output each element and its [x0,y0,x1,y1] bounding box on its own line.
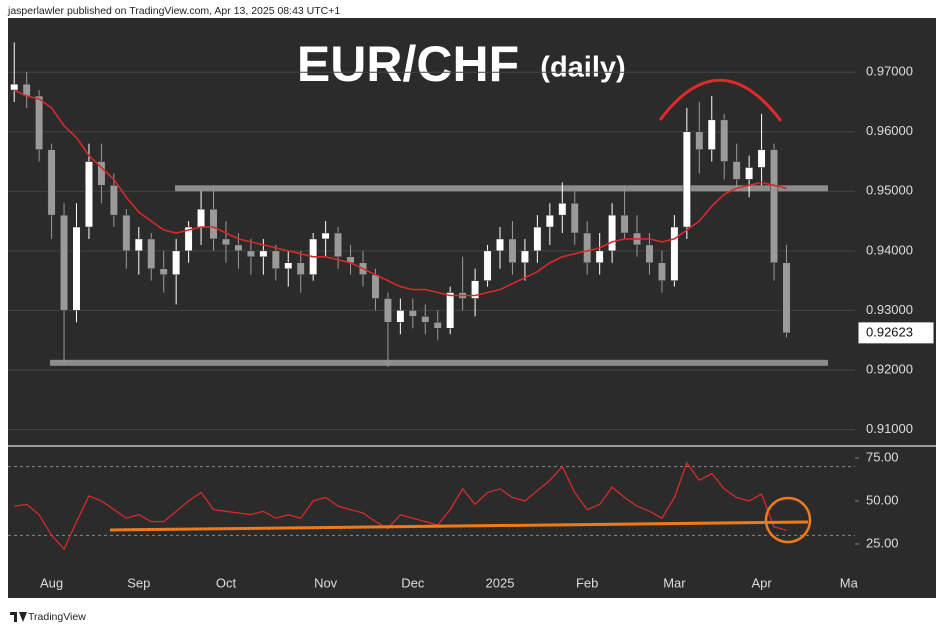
x-tick-label: Aug [40,575,63,590]
y-tick-label: 0.95000 [866,183,913,198]
candle-body [520,250,529,264]
x-tick-label: Apr [751,575,772,590]
level-band [50,359,828,366]
candle-body [657,262,666,281]
candle-body [757,149,766,168]
y-tick-label: 0.91000 [866,421,913,436]
candle-body [271,250,280,269]
footer: TradingView [28,611,86,623]
candle-body [234,244,243,252]
candle-body [595,250,604,264]
y-tick-label: 50.00 [866,492,899,507]
candle-body [209,208,218,240]
x-tick-label: Oct [216,575,237,590]
candle-body [60,214,69,311]
rsi-highlight [764,496,812,544]
candle-body [134,238,143,252]
header: jasperlawler published on TradingView.co… [7,5,340,17]
candle-body [396,310,405,323]
y-tick-label: 0.94000 [866,242,913,257]
y-tick-label: 0.97000 [866,64,913,79]
candle-body [645,244,654,264]
candle-body [446,292,455,329]
candle-body [782,262,791,334]
x-tick-label: Sep [127,575,150,590]
candle-body [508,238,517,264]
candle-body [259,250,268,258]
candle-body [84,161,93,228]
candle-body [321,232,330,240]
candle-body [558,202,567,216]
candle-body [707,119,716,150]
candle-body [97,161,106,186]
candle-body [334,232,343,258]
chart-title: EUR/CHF [297,36,519,92]
candle-body [172,250,181,275]
candle-body [583,232,592,264]
candle-body [496,238,504,252]
y-tick-label: 0.93000 [866,302,913,317]
candle-body [221,238,230,246]
candle-body [620,214,629,234]
candle-body [184,226,193,252]
x-tick-label: 2025 [486,575,515,590]
footer-logo [10,612,27,622]
candle-body [770,149,779,264]
candle-body [159,268,168,275]
candle-body [371,274,380,299]
candle-body [35,95,44,150]
candle-body [670,226,679,281]
candle-body [533,226,542,252]
x-tick-label: Dec [401,575,425,590]
candle-body [47,149,56,216]
candle-body [147,238,156,269]
candle-body [483,250,492,281]
last-price-label: 0.92623 [866,324,913,339]
candle-body [745,167,754,180]
y-tick-label: 0.92000 [866,361,913,376]
rsi-trendline [109,520,809,532]
y-tick-label: 25.00 [866,535,899,550]
candle-body [284,262,293,269]
candle-body [471,280,480,299]
moving-average [13,89,787,297]
y-tick-label: 0.96000 [866,123,913,138]
chart-background [8,18,936,598]
chart-subtitle: (daily) [540,52,625,84]
candle-body [732,161,741,180]
candle-body [296,262,305,275]
candle-body [197,208,206,228]
rsi-line [14,461,787,551]
candle-body [383,298,392,323]
candle-body [695,131,704,150]
candle-body [408,310,417,317]
candle-body [10,83,19,91]
candle-body [421,316,430,323]
y-tick-label: 75.00 [866,449,899,464]
candle-body [109,185,118,216]
candle-body [570,202,579,234]
level-band [175,185,828,192]
candle-body [122,214,131,252]
x-tick-label: Feb [576,575,598,590]
candle-body [545,214,554,228]
candle-body [682,131,691,228]
candle-body [246,250,255,258]
candle-body [608,214,617,252]
x-tick-label: Ma [840,575,859,590]
candle-body [433,322,442,329]
candle-body [72,226,81,311]
candle-body [720,119,729,162]
x-tick-label: Nov [314,575,338,590]
x-tick-label: Mar [663,575,686,590]
top-arc [658,78,783,122]
last-price-box [857,321,935,345]
